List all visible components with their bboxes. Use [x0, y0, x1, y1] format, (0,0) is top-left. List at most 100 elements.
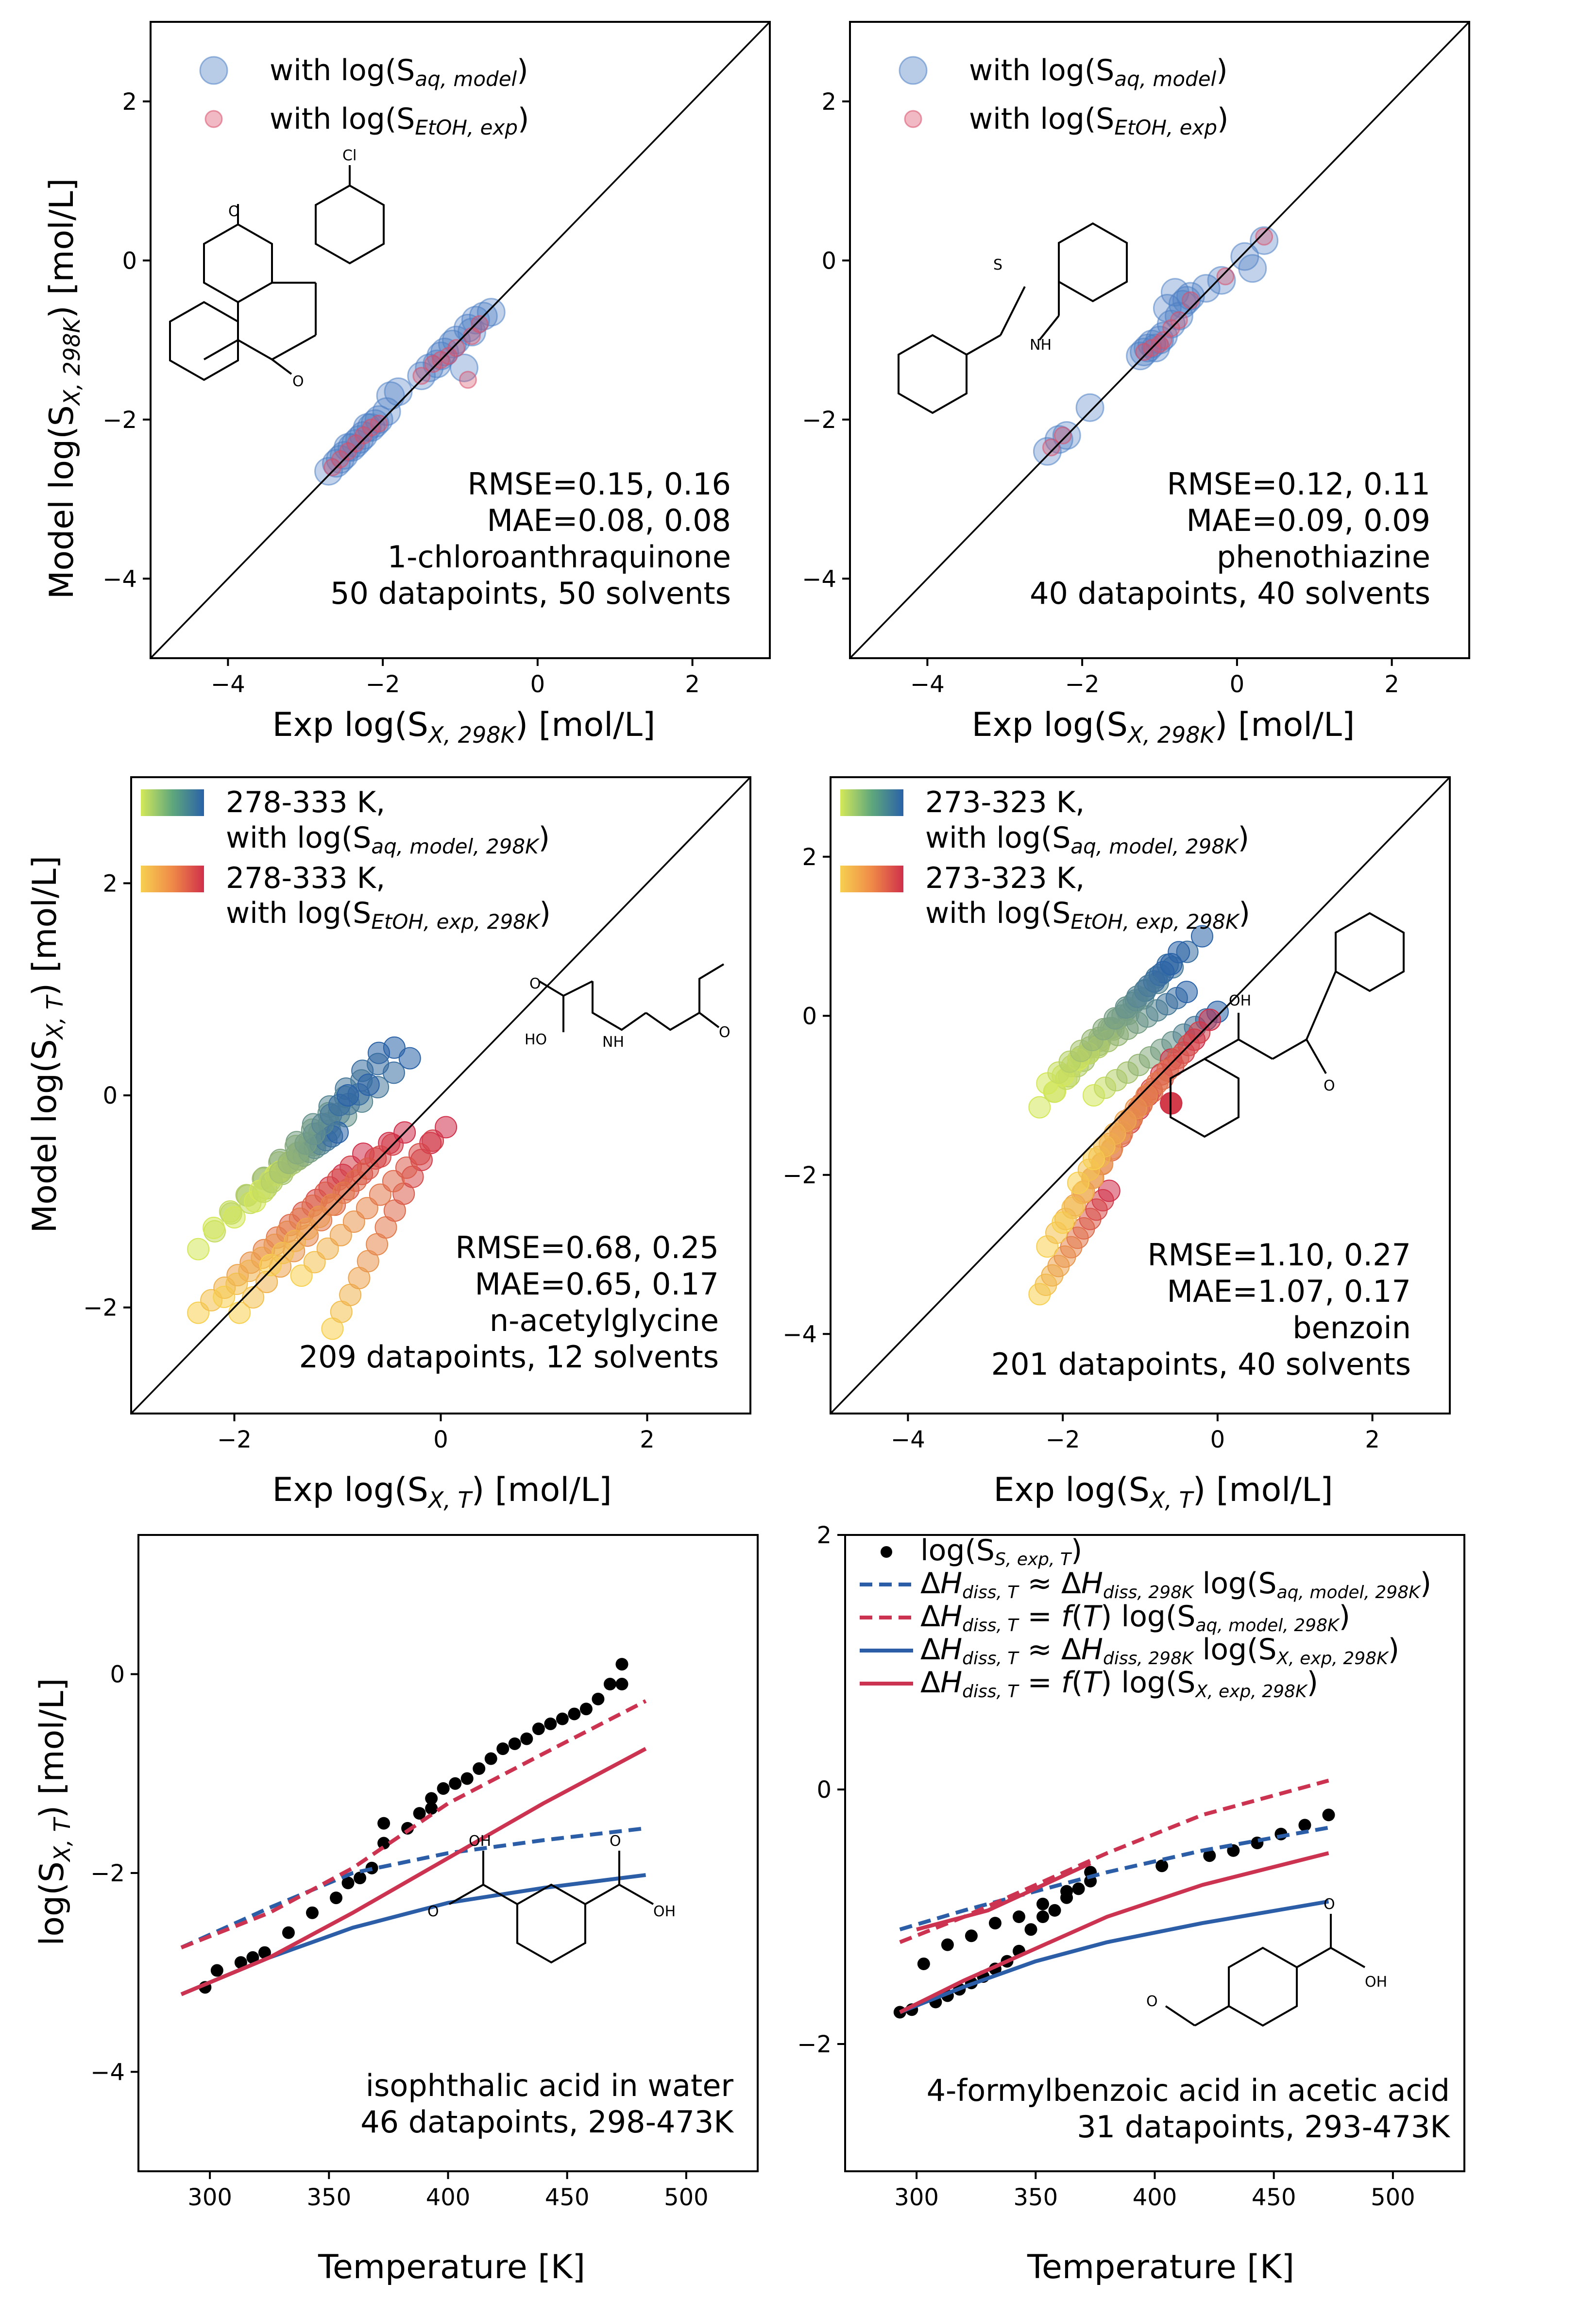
p2-ytick-label: −4 — [802, 565, 836, 593]
legend-label-aq: with log(Saq, model) — [969, 53, 1228, 91]
panel-isophthalic-acid: 300 350 400 450 500 −4 −2 0 — [90, 1534, 759, 2211]
p6-xtick-label: 500 — [1371, 2184, 1415, 2211]
p1-point — [364, 405, 393, 434]
p5-exp-point — [449, 1777, 462, 1790]
p4-identity-line — [831, 777, 1450, 1414]
p6-exp-point — [1322, 1808, 1335, 1822]
p1-point — [341, 429, 370, 458]
p2-point — [1207, 266, 1236, 295]
svg-text:OH: OH — [1365, 1974, 1387, 1991]
legend-label-aq-1: 278-333 K, — [226, 785, 385, 819]
p2-ytick-label: −2 — [802, 407, 836, 434]
p5-exp-point — [234, 1956, 247, 1969]
p5-ytick-label: 0 — [110, 1661, 125, 1688]
legend-p1: with log(Saq, model) with log(SEtOH, exp… — [199, 53, 529, 139]
p1-point — [476, 298, 506, 327]
p4-point — [1198, 1008, 1221, 1031]
p5-series-line — [180, 1873, 646, 1996]
legend-marker-aq — [899, 56, 928, 85]
p2-point — [1191, 274, 1221, 303]
p5-exp-point — [592, 1692, 605, 1705]
p6-exp-point — [917, 1957, 930, 1970]
p2-point — [1042, 438, 1060, 457]
p5-exp-point — [437, 1782, 450, 1795]
p4-annotation-rmse: RMSE=1.10, 0.27 — [1147, 1237, 1411, 1273]
p1-point — [376, 381, 405, 410]
p5-exp-point — [484, 1752, 497, 1765]
p3-point — [290, 1264, 313, 1287]
p6-annotation-compound: 4-formylbenzoic acid in acetic acid — [927, 2073, 1450, 2108]
p4-point — [1098, 1179, 1121, 1202]
p1-annotation-mae: MAE=0.08, 0.08 — [487, 503, 731, 538]
p3-point — [398, 1047, 421, 1070]
svg-text:S: S — [993, 256, 1002, 273]
p5-exp-point — [413, 1807, 426, 1820]
p1-plot-area — [151, 22, 770, 658]
p3-annotation-mae: MAE=0.65, 0.17 — [475, 1266, 719, 1302]
p5-series-line — [180, 1826, 646, 1950]
p5-xtick-label: 350 — [306, 2184, 351, 2211]
p2-ytick-label: 0 — [821, 247, 836, 274]
p6-plot-area — [893, 1778, 1335, 2019]
p3-point — [187, 1238, 210, 1261]
p5-exp-point — [341, 1876, 355, 1890]
legend-label-exp: log(SS, exp, T) — [920, 1533, 1082, 1569]
p2-point — [1033, 437, 1062, 466]
svg-text:NH: NH — [1030, 337, 1052, 354]
panel-4-formylbenzoic-acid: 300 350 400 450 500 −2 0 2 — [797, 1522, 1465, 2211]
p2-ytick-label: 2 — [821, 88, 836, 116]
molecule-benzoin: O OH — [1170, 912, 1405, 1138]
svg-text:HO: HO — [525, 1031, 547, 1048]
p6-ytick-label: −2 — [797, 2031, 832, 2058]
svg-text:OH: OH — [1229, 992, 1251, 1009]
p5-exp-point — [520, 1732, 533, 1745]
svg-text:O: O — [1324, 1896, 1335, 1913]
svg-text:O: O — [427, 1903, 439, 1920]
p5-exp-point — [544, 1717, 557, 1730]
legend-label-etoh: with log(SEtOH, exp) — [969, 102, 1228, 139]
p5-ytick-label: −4 — [90, 2059, 125, 2086]
p2-point — [1255, 227, 1273, 246]
p4-xtick-label: 2 — [1365, 1426, 1380, 1453]
p5-axes-frame — [137, 1534, 759, 2172]
p5-series-line — [180, 1747, 647, 1996]
p1-identity-line — [151, 22, 770, 658]
p5-exp-point — [460, 1772, 474, 1785]
molecule-4-formylbenzoic-acid: O O OH — [1146, 1896, 1387, 2027]
p4-xtick-label: −2 — [1046, 1426, 1080, 1453]
p5-ylabel: log(SX, T) [mol/L] — [33, 1678, 75, 1946]
p4-ytick-label: 2 — [802, 844, 817, 871]
p5-annotation-compound: isophthalic acid in water — [366, 2068, 734, 2103]
p3-point — [203, 1216, 225, 1239]
p5-exp-point — [532, 1722, 545, 1736]
legend-label-dashed-red: ΔHdiss, T = f(T) log(Saq, model, 298K) — [920, 1600, 1350, 1636]
p3-annotation-rmse: RMSE=0.68, 0.25 — [455, 1230, 719, 1265]
p5-exp-point — [246, 1951, 259, 1964]
p1-point — [449, 353, 478, 382]
p1-xtick-label: 0 — [530, 671, 545, 698]
p3-xlabel: Exp log(SX, T) [mol/L] — [272, 1471, 612, 1513]
p3-point — [422, 1129, 444, 1152]
legend-label-aq-2: with log(Saq, model, 298K) — [226, 821, 550, 858]
p3-ylabel: Model log(SX, T) [mol/L] — [26, 856, 68, 1233]
p6-exp-point — [1203, 1849, 1216, 1862]
p6-exp-point — [941, 1938, 954, 1951]
legend-swatch-aq — [141, 789, 204, 816]
p5-xtick-label: 300 — [187, 2184, 232, 2211]
p6-xtick-label: 450 — [1252, 2184, 1296, 2211]
p4-xtick-label: −4 — [891, 1426, 925, 1453]
p5-xtick-label: 400 — [426, 2184, 471, 2211]
p1-xtick-label: −4 — [211, 671, 245, 698]
p4-point — [1160, 953, 1183, 975]
svg-text:O: O — [610, 1833, 621, 1850]
p6-xlabel: Temperature [K] — [1027, 2248, 1294, 2286]
p5-exp-point — [377, 1817, 391, 1830]
p2-xtick-label: −2 — [1065, 671, 1100, 698]
p2-annotation-compound: phenothiazine — [1217, 539, 1430, 575]
p6-series-line — [899, 1778, 1329, 1944]
p6-exp-point — [1155, 1859, 1169, 1873]
p3-point — [382, 1170, 405, 1193]
p5-exp-point — [473, 1762, 486, 1775]
p2-point — [1216, 267, 1235, 286]
